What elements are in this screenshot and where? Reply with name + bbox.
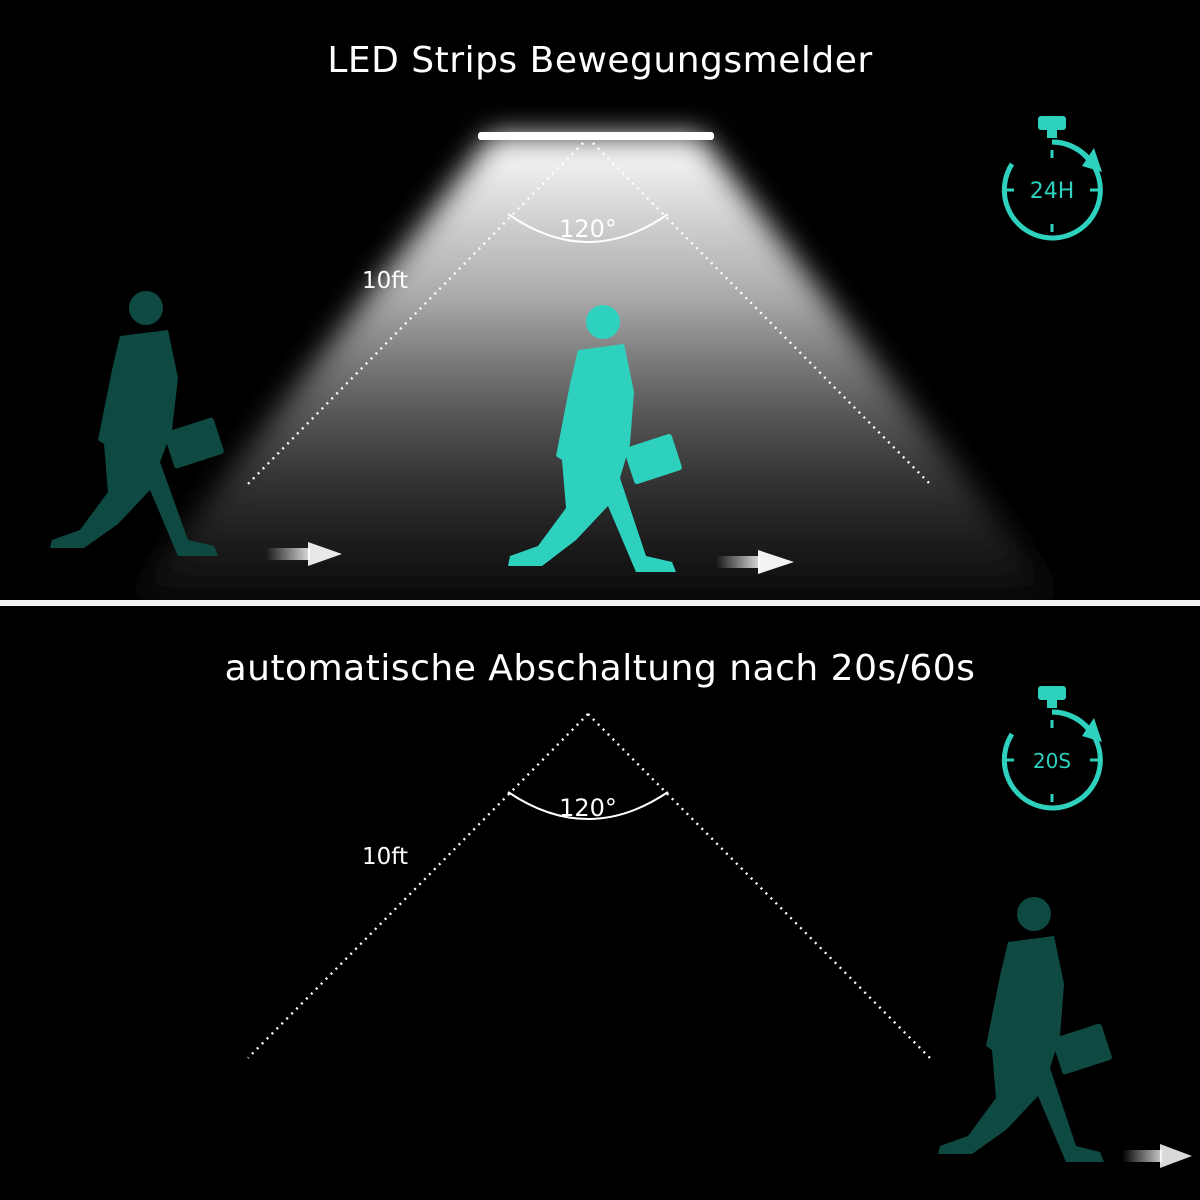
led-strip [478,132,714,140]
detection-cone-scene: 120° 10ft [247,713,1192,1168]
motion-detected-panel: 120° 10ft LED Strips Bewegungsmelder [50,40,1103,600]
distance-label: 10ft [362,844,408,870]
angle-label: 120° [559,215,617,243]
detection-line-left [247,713,589,1059]
angle-arc [507,791,669,820]
auto-off-panel: 120° 10ft automatische Abschaltung nach … [0,606,1200,1200]
arrow-right-icon [266,542,342,566]
distance-label: 10ft [362,268,408,294]
timer-label: 20S [1033,749,1071,773]
panel-heading: automatische Abschaltung nach 20s/60s [224,648,976,689]
walking-person-icon [938,897,1112,1162]
section-divider [0,600,1200,606]
angle-arc [507,213,669,243]
timer-label: 24H [1030,179,1075,204]
panel-heading: LED Strips Bewegungsmelder [327,40,873,81]
stopwatch-icon: 20S [1001,686,1103,811]
light-cone-scene: 120° 10ft [50,132,1060,600]
arrow-right-icon [1122,1144,1192,1168]
angle-label: 120° [559,794,617,822]
walking-person-icon [50,291,224,556]
stopwatch-icon: 24H [1001,116,1103,241]
walking-person-icon [508,305,682,572]
detection-line-right [587,713,931,1059]
arrow-right-icon [716,550,794,574]
